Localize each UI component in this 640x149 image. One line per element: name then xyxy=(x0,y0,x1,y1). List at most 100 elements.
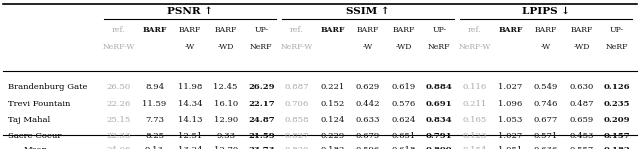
Text: ref.: ref. xyxy=(112,26,126,34)
Text: -W: -W xyxy=(185,43,195,51)
Text: 0.116: 0.116 xyxy=(463,83,487,91)
Text: 1.027: 1.027 xyxy=(498,83,522,91)
Text: 22.17: 22.17 xyxy=(248,100,275,108)
Text: 14.13: 14.13 xyxy=(178,116,202,124)
Text: 0.630: 0.630 xyxy=(570,83,594,91)
Text: -W: -W xyxy=(363,43,373,51)
Text: Mean: Mean xyxy=(24,146,48,149)
Text: 26.29: 26.29 xyxy=(248,83,275,91)
Text: LPIPS ↓: LPIPS ↓ xyxy=(522,7,570,16)
Text: 0.211: 0.211 xyxy=(463,100,487,108)
Text: ref.: ref. xyxy=(468,26,482,34)
Text: 0.182: 0.182 xyxy=(604,146,630,149)
Text: -WD: -WD xyxy=(573,43,589,51)
Text: 23.73: 23.73 xyxy=(248,146,275,149)
Text: 14.34: 14.34 xyxy=(178,100,202,108)
Text: ref.: ref. xyxy=(290,26,304,34)
Text: BARF: BARF xyxy=(142,26,166,34)
Text: BARF: BARF xyxy=(214,26,237,34)
Text: 0.596: 0.596 xyxy=(356,146,380,149)
Text: 0.182: 0.182 xyxy=(320,146,344,149)
Text: 9.13: 9.13 xyxy=(145,146,164,149)
Text: 0.209: 0.209 xyxy=(604,116,630,124)
Text: 24.87: 24.87 xyxy=(248,116,275,124)
Text: UP-: UP- xyxy=(610,26,624,34)
Text: 0.746: 0.746 xyxy=(534,100,558,108)
Text: 16.10: 16.10 xyxy=(214,100,238,108)
Text: 0.442: 0.442 xyxy=(356,100,380,108)
Text: -WD: -WD xyxy=(218,43,234,51)
Text: 0.800: 0.800 xyxy=(426,146,452,149)
Text: 0.123: 0.123 xyxy=(463,132,487,140)
Text: NeRF-W: NeRF-W xyxy=(459,43,491,51)
Text: 7.73: 7.73 xyxy=(145,116,164,124)
Text: 0.820: 0.820 xyxy=(285,146,309,149)
Text: 0.619: 0.619 xyxy=(392,83,416,91)
Text: BARF: BARF xyxy=(392,26,415,34)
Text: 22.26: 22.26 xyxy=(107,100,131,108)
Text: 21.59: 21.59 xyxy=(248,132,275,140)
Text: 0.706: 0.706 xyxy=(285,100,309,108)
Text: -W: -W xyxy=(541,43,551,51)
Text: SSIM ↑: SSIM ↑ xyxy=(346,7,390,16)
Text: 0.659: 0.659 xyxy=(570,116,594,124)
Text: 8.25: 8.25 xyxy=(145,132,164,140)
Text: 12.51: 12.51 xyxy=(178,132,202,140)
Text: 0.165: 0.165 xyxy=(463,116,487,124)
Text: 0.629: 0.629 xyxy=(356,83,380,91)
Text: -WD: -WD xyxy=(396,43,412,51)
Text: 12.90: 12.90 xyxy=(214,116,238,124)
Text: 1.027: 1.027 xyxy=(498,132,522,140)
Text: 0.154: 0.154 xyxy=(463,146,487,149)
Text: 11.59: 11.59 xyxy=(142,100,166,108)
Text: 8.94: 8.94 xyxy=(145,83,164,91)
Text: NeRF: NeRF xyxy=(606,43,628,51)
Text: 12.45: 12.45 xyxy=(214,83,238,91)
Text: 0.124: 0.124 xyxy=(320,116,344,124)
Text: UP-: UP- xyxy=(254,26,268,34)
Text: 0.487: 0.487 xyxy=(569,100,594,108)
Text: 0.618: 0.618 xyxy=(392,146,416,149)
Text: 1.051: 1.051 xyxy=(498,146,522,149)
Text: 0.549: 0.549 xyxy=(534,83,558,91)
Text: 0.576: 0.576 xyxy=(392,100,416,108)
Text: UP-: UP- xyxy=(432,26,446,34)
Text: 0.651: 0.651 xyxy=(392,132,416,140)
Text: Taj Mahal: Taj Mahal xyxy=(8,116,50,124)
Text: 22.33: 22.33 xyxy=(107,132,131,140)
Text: BARF: BARF xyxy=(179,26,201,34)
Text: Sacre Coeur: Sacre Coeur xyxy=(8,132,61,140)
Text: BARF: BARF xyxy=(498,26,522,34)
Text: 0.453: 0.453 xyxy=(569,132,594,140)
Text: 0.235: 0.235 xyxy=(604,100,630,108)
Text: 0.157: 0.157 xyxy=(604,132,630,140)
Text: 0.679: 0.679 xyxy=(356,132,380,140)
Text: 25.15: 25.15 xyxy=(107,116,131,124)
Text: NeRF-W: NeRF-W xyxy=(281,43,313,51)
Text: 0.677: 0.677 xyxy=(534,116,558,124)
Text: 0.884: 0.884 xyxy=(426,83,452,91)
Text: 1.096: 1.096 xyxy=(498,100,522,108)
Text: 24.06: 24.06 xyxy=(107,146,131,149)
Text: 0.152: 0.152 xyxy=(320,100,344,108)
Text: 0.126: 0.126 xyxy=(604,83,630,91)
Text: 0.221: 0.221 xyxy=(320,83,344,91)
Text: 26.50: 26.50 xyxy=(107,83,131,91)
Text: Brandenburg Gate: Brandenburg Gate xyxy=(8,83,87,91)
Text: BARF: BARF xyxy=(570,26,593,34)
Text: BARF: BARF xyxy=(357,26,379,34)
Text: 0.834: 0.834 xyxy=(426,116,452,124)
Text: 12.70: 12.70 xyxy=(214,146,238,149)
Text: 0.887: 0.887 xyxy=(285,83,309,91)
Text: 0.229: 0.229 xyxy=(320,132,344,140)
Text: Trevi Fountain: Trevi Fountain xyxy=(8,100,70,108)
Text: 0.827: 0.827 xyxy=(285,132,309,140)
Text: 1.053: 1.053 xyxy=(498,116,522,124)
Text: 0.633: 0.633 xyxy=(356,116,380,124)
Text: 11.98: 11.98 xyxy=(178,83,202,91)
Text: PSNR ↑: PSNR ↑ xyxy=(167,7,213,16)
Text: 0.636: 0.636 xyxy=(534,146,558,149)
Text: NeRF: NeRF xyxy=(250,43,273,51)
Text: 9.33: 9.33 xyxy=(216,132,236,140)
Text: 0.858: 0.858 xyxy=(285,116,309,124)
